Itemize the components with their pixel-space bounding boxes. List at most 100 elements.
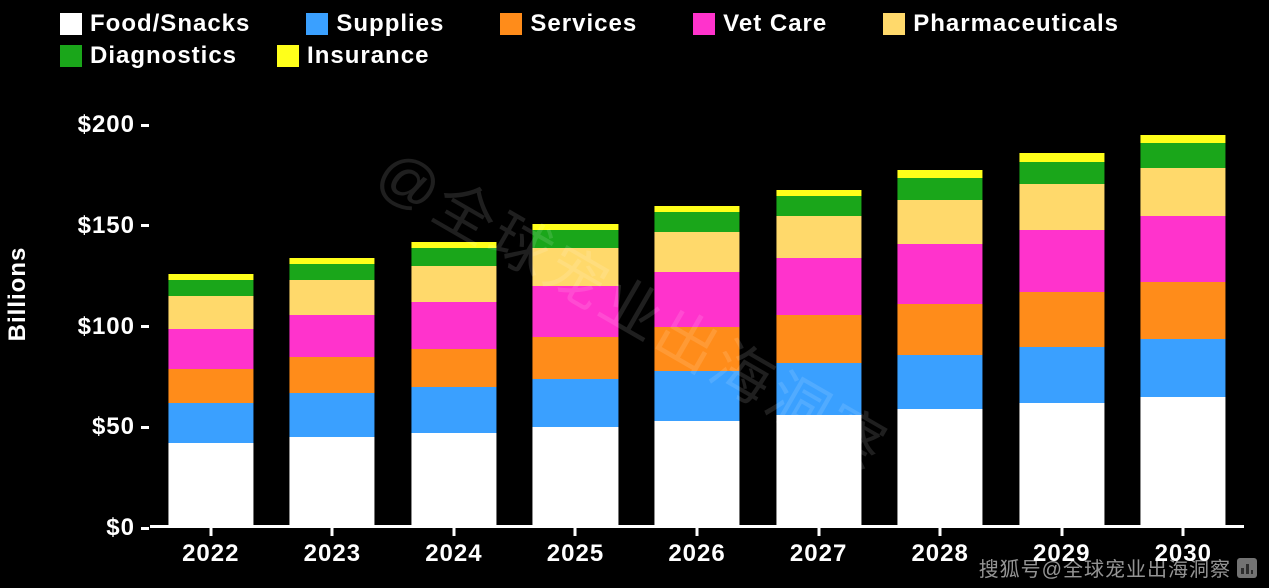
legend-item-services: Services <box>500 10 637 38</box>
bar-segment-pharmaceuticals <box>1141 168 1226 216</box>
y-tick-label: $100 <box>60 313 135 341</box>
bar-segment-vet_care <box>654 272 739 326</box>
y-axis-title: Billions <box>4 247 32 342</box>
bar-segment-supplies <box>1141 339 1226 397</box>
x-tick: 2025 <box>515 528 637 578</box>
bar-slot <box>1123 95 1245 528</box>
x-tick-label: 2024 <box>425 540 482 568</box>
bar-segment-supplies <box>533 379 618 427</box>
bar-segment-food_snacks <box>776 415 861 528</box>
legend-item-vet_care: Vet Care <box>693 10 827 38</box>
x-tick-mark <box>1060 528 1063 536</box>
x-tick-mark <box>209 528 212 536</box>
bar-segment-pharmaceuticals <box>776 216 861 258</box>
legend-item-insurance: Insurance <box>277 42 429 70</box>
bar-segment-services <box>168 369 253 403</box>
bar-segment-food_snacks <box>411 433 496 528</box>
y-tick: $100 <box>60 313 150 341</box>
x-tick: 2022 <box>150 528 272 578</box>
bar-slot <box>758 95 880 528</box>
bar-segment-pharmaceuticals <box>1019 184 1104 230</box>
bar-2026 <box>654 95 739 528</box>
x-tick-label: 2028 <box>911 540 968 568</box>
bar-segment-food_snacks <box>533 427 618 528</box>
bar-segment-services <box>776 315 861 363</box>
bar-segment-diagnostics <box>533 230 618 248</box>
bar-segment-services <box>654 327 739 371</box>
legend-swatch <box>60 13 82 35</box>
stacked-bar-chart: Food/Snacks Supplies Services Vet Care Pharm… <box>0 0 1269 588</box>
y-tick-label: $150 <box>60 212 135 240</box>
legend-item-supplies: Supplies <box>306 10 444 38</box>
y-axis: $0$50$100$150$200 <box>60 95 150 528</box>
bar-segment-diagnostics <box>411 248 496 266</box>
legend-label: Food/Snacks <box>90 10 250 38</box>
bar-segment-vet_care <box>898 244 983 304</box>
x-tick-label: 2027 <box>790 540 847 568</box>
x-tick-label: 2029 <box>1033 540 1090 568</box>
legend-swatch <box>60 45 82 67</box>
legend-swatch <box>277 45 299 67</box>
legend-item-pharmaceuticals: Pharmaceuticals <box>883 10 1119 38</box>
bar-slot <box>879 95 1001 528</box>
x-tick-mark <box>1182 528 1185 536</box>
bar-segment-supplies <box>776 363 861 415</box>
bar-segment-insurance <box>1141 135 1226 143</box>
y-tick-mark <box>141 325 149 328</box>
bar-segment-services <box>898 304 983 354</box>
bar-segment-vet_care <box>776 258 861 314</box>
y-tick-label: $50 <box>60 413 135 441</box>
y-tick: $0 <box>60 514 150 542</box>
bar-segment-supplies <box>168 403 253 443</box>
legend-swatch <box>883 13 905 35</box>
bar-segment-insurance <box>1019 153 1104 161</box>
bar-segment-food_snacks <box>1019 403 1104 528</box>
y-tick-mark <box>141 426 149 429</box>
bar-segment-diagnostics <box>898 178 983 200</box>
y-tick: $200 <box>60 111 150 139</box>
legend-swatch <box>693 13 715 35</box>
bar-segment-food_snacks <box>898 409 983 528</box>
x-tick-label: 2022 <box>182 540 239 568</box>
x-tick-mark <box>331 528 334 536</box>
bar-segment-pharmaceuticals <box>533 248 618 286</box>
bar-segment-supplies <box>1019 347 1104 403</box>
legend-item-food_snacks: Food/Snacks <box>60 10 250 38</box>
x-tick-mark <box>452 528 455 536</box>
x-tick-mark <box>696 528 699 536</box>
x-tick: 2026 <box>636 528 758 578</box>
bar-slot <box>393 95 515 528</box>
legend-label: Supplies <box>336 10 444 38</box>
legend-label: Diagnostics <box>90 42 237 70</box>
y-tick-mark <box>141 124 149 127</box>
bar-segment-services <box>533 337 618 379</box>
bar-segment-services <box>290 357 375 393</box>
bar-2022 <box>168 95 253 528</box>
x-tick-label: 2026 <box>668 540 725 568</box>
x-tick-mark <box>939 528 942 536</box>
bar-2023 <box>290 95 375 528</box>
bar-segment-pharmaceuticals <box>168 296 253 328</box>
legend-label: Vet Care <box>723 10 827 38</box>
bar-segment-food_snacks <box>168 443 253 528</box>
y-tick-mark <box>141 224 149 227</box>
legend-swatch <box>306 13 328 35</box>
x-tick-mark <box>574 528 577 536</box>
bar-segment-services <box>411 349 496 387</box>
bar-2024 <box>411 95 496 528</box>
bar-segment-pharmaceuticals <box>290 280 375 314</box>
x-tick: 2027 <box>758 528 880 578</box>
x-tick: 2023 <box>272 528 394 578</box>
x-tick: 2029 <box>1001 528 1123 578</box>
x-tick-label: 2023 <box>304 540 361 568</box>
x-axis: 2022 2023 2024 2025 2026 2027 2028 2029 2030 <box>150 528 1244 578</box>
bar-segment-food_snacks <box>654 421 739 528</box>
bar-segment-diagnostics <box>654 212 739 232</box>
legend-label: Services <box>530 10 637 38</box>
x-tick-label: 2030 <box>1155 540 1212 568</box>
legend-swatch <box>500 13 522 35</box>
y-tick-mark <box>141 527 149 530</box>
bar-segment-pharmaceuticals <box>654 232 739 272</box>
y-tick: $50 <box>60 413 150 441</box>
x-tick: 2028 <box>879 528 1001 578</box>
